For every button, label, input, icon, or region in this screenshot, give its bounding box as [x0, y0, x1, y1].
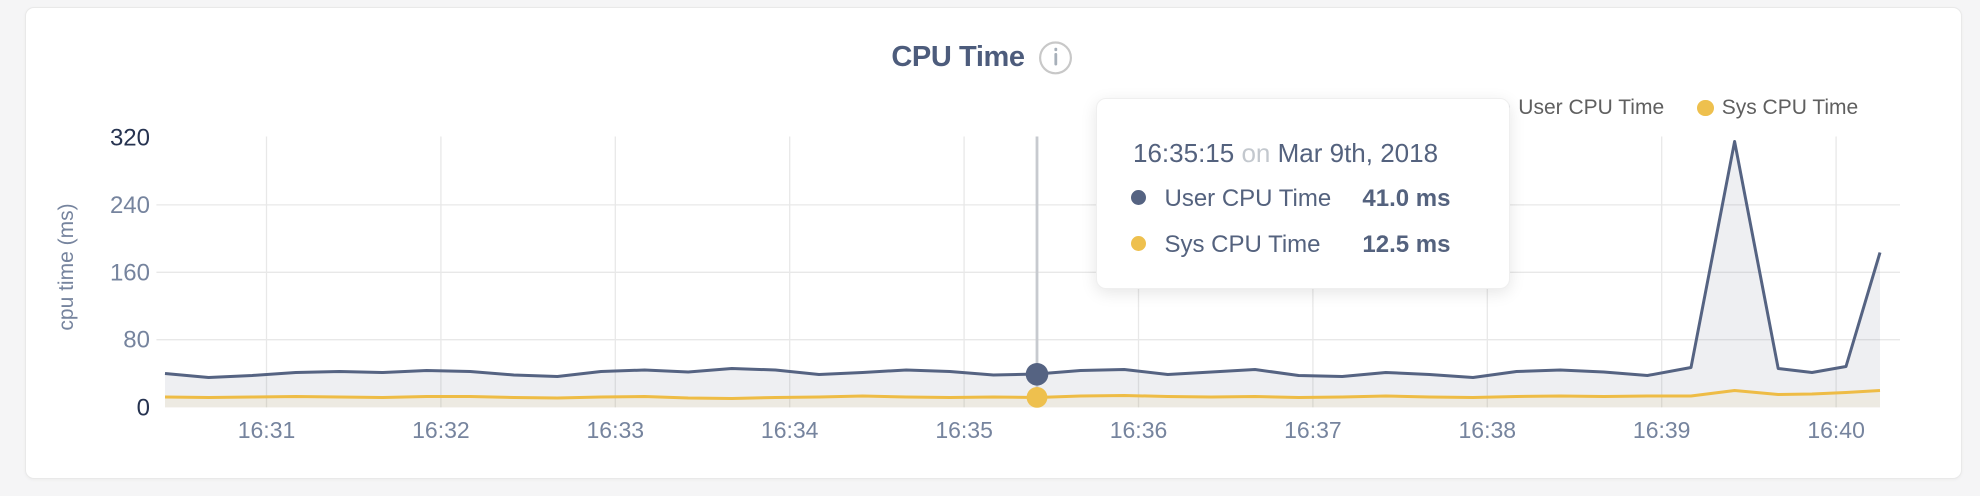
- svg-text:320: 320: [110, 124, 150, 151]
- svg-text:16:32: 16:32: [412, 417, 470, 443]
- svg-text:16:33: 16:33: [587, 417, 645, 443]
- svg-text:16:36: 16:36: [1110, 417, 1168, 443]
- svg-text:16:37: 16:37: [1284, 417, 1342, 443]
- svg-text:80: 80: [123, 327, 150, 354]
- svg-text:240: 240: [110, 192, 150, 219]
- svg-text:16:34: 16:34: [761, 417, 819, 443]
- svg-text:16:39: 16:39: [1633, 417, 1691, 443]
- svg-text:cpu time (ms): cpu time (ms): [55, 203, 78, 330]
- svg-text:0: 0: [137, 394, 150, 421]
- svg-text:16:35: 16:35: [935, 417, 993, 443]
- svg-text:16:31: 16:31: [238, 417, 296, 443]
- svg-text:160: 160: [110, 259, 150, 286]
- svg-text:16:40: 16:40: [1807, 417, 1865, 443]
- svg-text:16:38: 16:38: [1459, 417, 1517, 443]
